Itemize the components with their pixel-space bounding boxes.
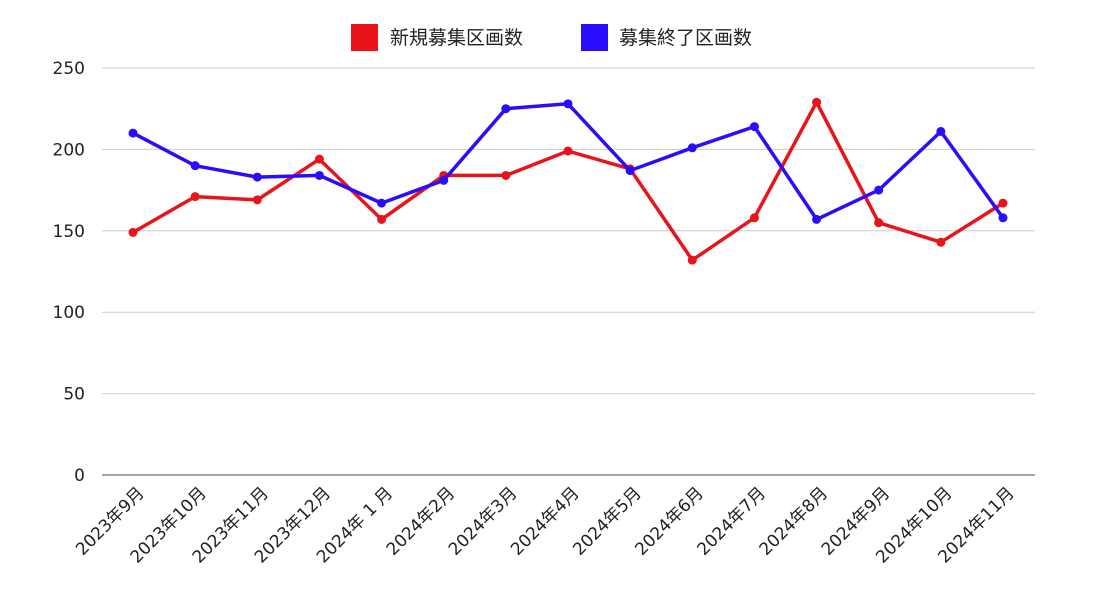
y-tick-label: 250 <box>53 59 85 79</box>
legend: 新規募集区画数 募集終了区画数 <box>351 24 752 51</box>
data-point-series-0 <box>563 146 573 156</box>
legend-label-series-1: 募集終了区画数 <box>619 27 752 49</box>
data-point-series-0 <box>998 198 1008 208</box>
data-point-series-1 <box>687 143 697 153</box>
series-line-1 <box>131 102 1005 222</box>
data-point-series-1 <box>812 214 822 224</box>
data-point-series-0 <box>377 214 387 224</box>
gridlines <box>102 67 1035 476</box>
data-point-series-0 <box>501 170 511 180</box>
y-tick-label: 200 <box>53 140 85 160</box>
data-point-series-1 <box>625 166 635 176</box>
data-point-series-1 <box>501 104 511 114</box>
data-point-series-1 <box>874 185 884 195</box>
data-point-series-1 <box>998 213 1008 223</box>
data-point-series-0 <box>874 218 884 228</box>
data-point-series-0 <box>252 195 262 205</box>
y-tick-label: 150 <box>53 222 85 242</box>
legend-swatch-series-0 <box>351 24 378 51</box>
data-point-series-0 <box>749 213 759 223</box>
y-tick-label: 50 <box>63 385 85 405</box>
data-point-series-1 <box>439 175 449 185</box>
y-tick-label: 0 <box>74 466 85 486</box>
data-point-series-0 <box>190 192 200 202</box>
data-point-series-1 <box>563 99 573 109</box>
data-point-series-0 <box>687 255 697 265</box>
data-point-series-0 <box>128 227 138 237</box>
legend-label-series-0: 新規募集区画数 <box>390 27 523 49</box>
series-line-0 <box>131 100 1005 262</box>
data-point-series-1 <box>377 198 387 208</box>
plot-area <box>128 97 1008 265</box>
data-point-series-0 <box>812 97 822 107</box>
data-point-series-1 <box>936 126 946 136</box>
data-point-series-1 <box>314 170 324 180</box>
data-point-series-1 <box>128 128 138 138</box>
data-point-series-1 <box>252 172 262 182</box>
data-point-series-1 <box>749 122 759 132</box>
y-axis: 0 50 100 150 200 250 <box>53 59 85 486</box>
data-point-series-0 <box>936 237 946 247</box>
data-point-series-0 <box>314 154 324 164</box>
legend-swatch-series-1 <box>581 24 608 51</box>
data-point-series-1 <box>190 161 200 171</box>
y-tick-label: 100 <box>53 303 85 323</box>
